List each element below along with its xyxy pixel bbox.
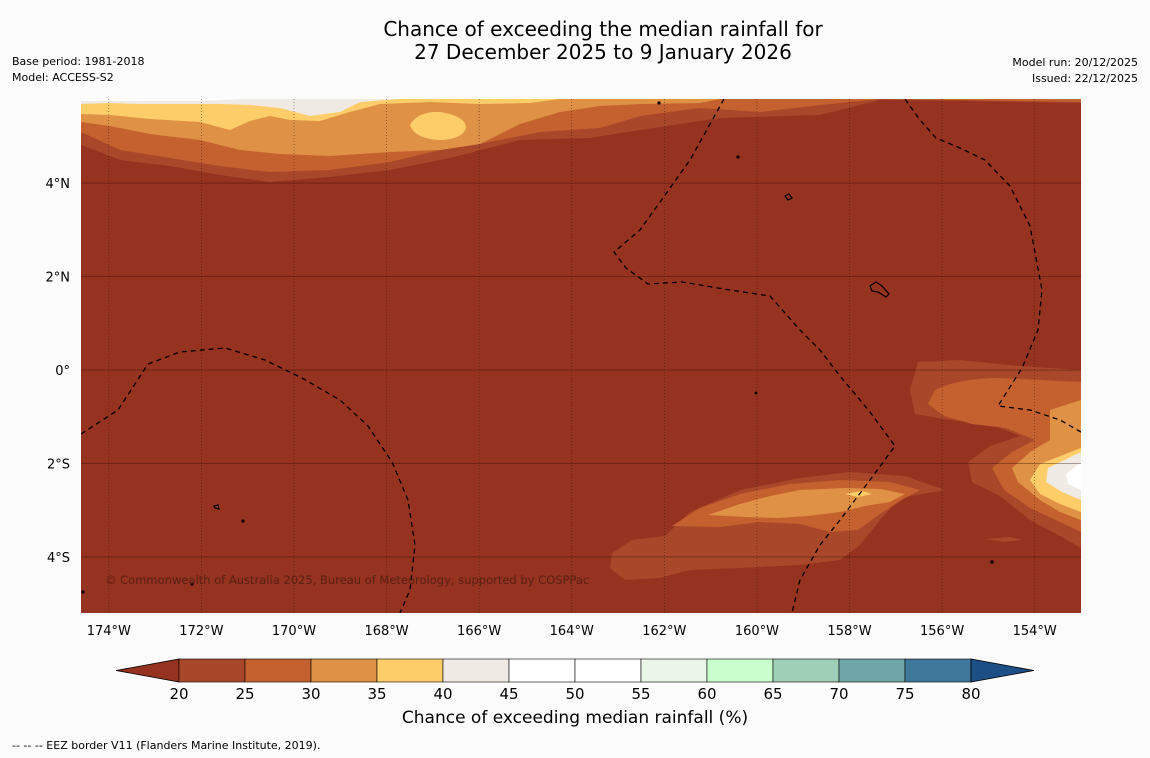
colorbar-tick-label: 25 [235, 685, 254, 700]
colorbar-swatch [178, 658, 246, 683]
base-period-text: Base period: 1981-2018 [12, 55, 145, 68]
colorbar-swatch [838, 658, 906, 683]
island-outline [241, 519, 245, 523]
lon-tick-label: 160°W [735, 624, 779, 639]
colorbar-tick-label: 65 [763, 685, 782, 700]
lat-tick-label: 4°S [47, 551, 70, 566]
colorbar-tick-label: 50 [565, 685, 584, 700]
island-outline [213, 504, 220, 510]
map-background [81, 99, 1081, 613]
colorbar: 20 25 30 35 40 45 50 55 60 65 70 75 80 [115, 658, 1035, 700]
colorbar-tick-label: 70 [829, 685, 848, 700]
model-text: Model: ACCESS-S2 [12, 71, 114, 84]
island-outline [190, 582, 194, 586]
colorbar-swatch [244, 658, 312, 683]
island-outline [736, 155, 740, 159]
colorbar-swatch [376, 658, 444, 683]
colorbar-swatch [640, 658, 708, 683]
colorbar-swatch [904, 658, 972, 683]
colorbar-swatch [574, 658, 642, 683]
colorbar-swatch [310, 658, 378, 683]
contour-40-45-north [81, 99, 400, 116]
colorbar-tick-label: 30 [301, 685, 320, 700]
lon-tick-label: 174°W [87, 624, 131, 639]
map-title: Chance of exceeding the median rainfall … [0, 18, 1150, 64]
colorbar-swatch [706, 658, 774, 683]
island-outline [990, 560, 994, 564]
contour-35-40-south [845, 491, 872, 497]
eez-borders [81, 99, 1081, 613]
meta-right: Model run: 20/12/2025 Issued: 22/12/2025 [1012, 55, 1138, 87]
eez-border-line [904, 99, 1081, 433]
contour-45-55-east [1066, 462, 1081, 490]
island-outline [869, 281, 890, 298]
eez-border-line [613, 99, 896, 613]
eez-legend-note: -- -- -- EEZ border V11 (Flanders Marine… [12, 739, 321, 752]
contour-30-35-south-core [773, 491, 845, 506]
contour-40-45-east [1046, 452, 1081, 500]
lon-tick-label: 164°W [550, 624, 594, 639]
lon-tick-label: 154°W [1013, 624, 1057, 639]
island-outline [657, 101, 661, 105]
map-area: © Commonwealth of Australia 2025, Bureau… [81, 99, 1081, 613]
contour-45-55-north [81, 99, 240, 101]
eez-border-line [81, 347, 416, 613]
colorbar-tick-label: 80 [961, 685, 980, 700]
lat-tick-label: 4°N [46, 177, 71, 192]
colorbar-tick-label: 55 [631, 685, 650, 700]
colorbar-tick-label: 45 [499, 685, 518, 700]
lon-tick-label: 156°W [920, 624, 964, 639]
island-outline [784, 193, 793, 201]
islands [81, 101, 994, 594]
meta-left: Base period: 1981-2018 Model: ACCESS-S2 [12, 54, 144, 86]
island-outline [81, 590, 85, 594]
title-line-1: Chance of exceeding the median rainfall … [383, 17, 823, 41]
contour-20-25-east-small [984, 537, 1022, 542]
model-run-text: Model run: 20/12/2025 [1012, 56, 1138, 69]
colorbar-tick-label: 40 [433, 685, 452, 700]
lon-tick-label: 170°W [272, 624, 316, 639]
lon-tick-label: 162°W [642, 624, 686, 639]
rainfall-map: © Commonwealth of Australia 2025, Bureau… [46, 99, 1081, 700]
colorbar-swatch [772, 658, 840, 683]
graticule [81, 99, 1081, 613]
axis-labels: 174°W 172°W 170°W 168°W 166°W 164°W 162°W 160°W… [46, 177, 1057, 639]
title-line-2: 27 December 2025 to 9 January 2026 [414, 40, 792, 64]
colorbar-tick-label: 20 [169, 685, 188, 700]
colorbar-label: Chance of exceeding median rainfall (%) [401, 708, 749, 728]
lon-tick-label: 158°W [827, 624, 871, 639]
island-outline [754, 391, 758, 395]
copyright-text: © Commonwealth of Australia 2025, Bureau… [105, 573, 589, 587]
lon-tick-label: 168°W [364, 624, 408, 639]
colorbar-swatch [442, 658, 510, 683]
colorbar-tick-label: 60 [697, 685, 716, 700]
contour-35-40-blob [410, 111, 466, 140]
lat-tick-label: 0° [55, 364, 70, 379]
lat-tick-label: 2°N [46, 271, 71, 286]
lon-tick-label: 172°W [179, 624, 223, 639]
lon-tick-label: 166°W [457, 624, 501, 639]
issued-text: Issued: 22/12/2025 [1031, 72, 1138, 85]
colorbar-tick-label: 75 [895, 685, 914, 700]
lat-tick-label: 2°S [47, 457, 70, 472]
colorbar-swatch [508, 658, 576, 683]
colorbar-over-arrow [970, 658, 1035, 683]
colorbar-under-arrow [115, 658, 180, 683]
colorbar-tick-label: 35 [367, 685, 386, 700]
